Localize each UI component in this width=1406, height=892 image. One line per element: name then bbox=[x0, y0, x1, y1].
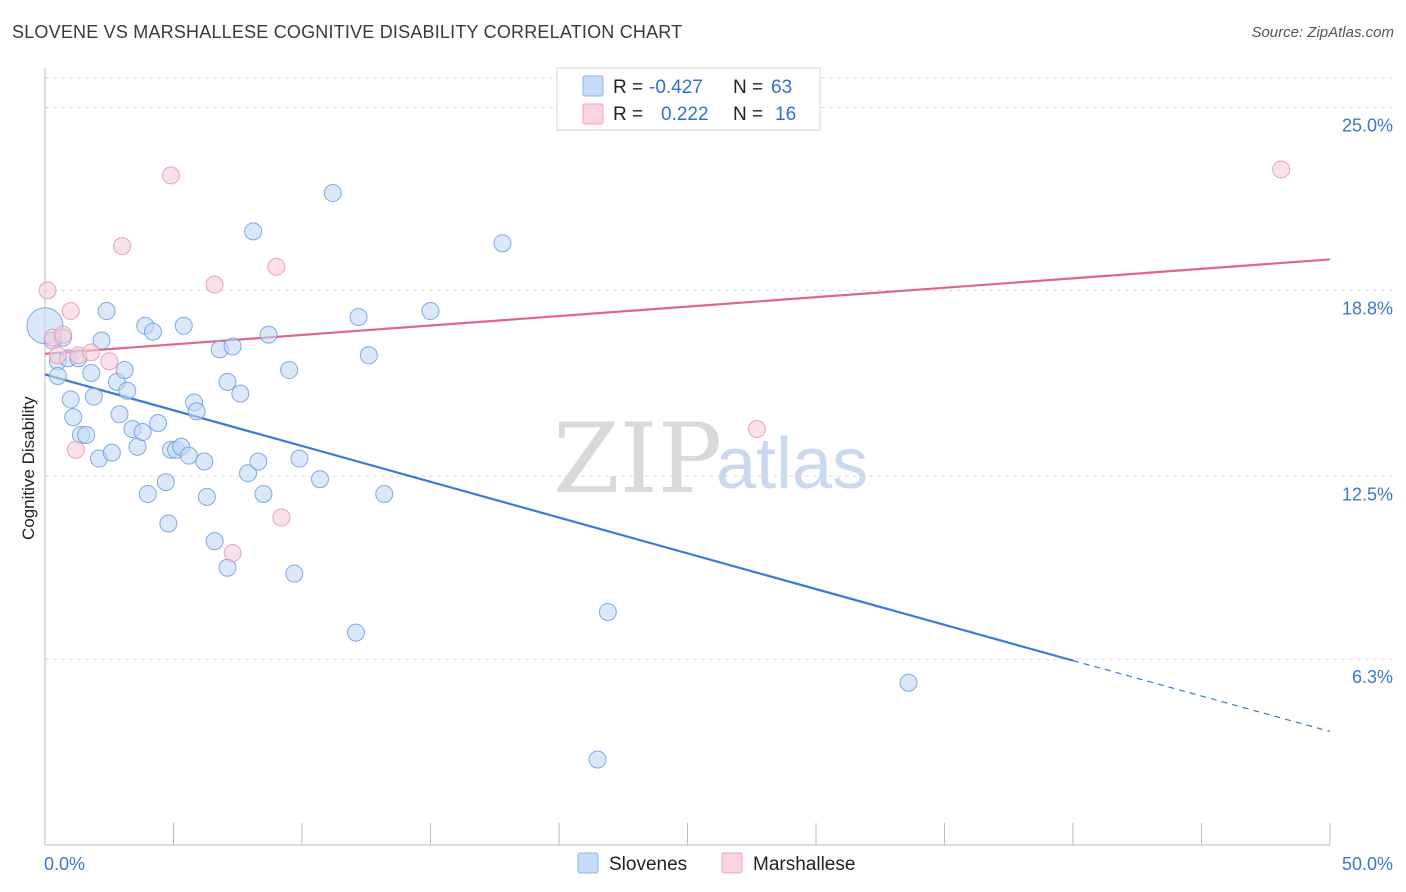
legend-r-label-0: R = bbox=[613, 77, 643, 98]
chart-title: SLOVENE VS MARSHALLESE COGNITIVE DISABIL… bbox=[12, 22, 683, 42]
slovene-point bbox=[349, 307, 368, 326]
watermark-atlas: atlas bbox=[716, 424, 868, 504]
bottom-legend-label-marshallese: Marshallese bbox=[753, 854, 855, 875]
y-tick-label: 18.8% bbox=[1342, 298, 1393, 318]
data-points bbox=[26, 160, 1291, 769]
slovene-point bbox=[133, 423, 152, 441]
slovene-point bbox=[218, 372, 237, 391]
slovene-point bbox=[102, 443, 121, 462]
slovene-point bbox=[231, 384, 250, 403]
slovene-point bbox=[77, 425, 96, 444]
legend-n-value-1: 16 bbox=[775, 104, 796, 125]
slovene-point bbox=[143, 322, 162, 341]
marshallese-point bbox=[161, 166, 180, 185]
marshallese-point bbox=[1272, 160, 1291, 179]
slovene-point bbox=[899, 673, 918, 692]
slovene-point bbox=[197, 487, 216, 506]
bottom-legend: Slovenes Marshallese bbox=[577, 852, 855, 875]
bottom-legend-swatch-slovenes bbox=[577, 852, 599, 874]
marshallese-point bbox=[82, 343, 101, 362]
slovene-point bbox=[205, 532, 224, 551]
slovene-point bbox=[179, 446, 198, 465]
slovene-point bbox=[48, 366, 67, 385]
legend-r-value-0: -0.427 bbox=[649, 77, 703, 98]
slovenes-trend-extension bbox=[1072, 660, 1331, 733]
slovene-point bbox=[359, 346, 378, 365]
slovene-point bbox=[84, 387, 103, 406]
marshallese-point bbox=[113, 237, 132, 256]
slovene-point bbox=[97, 302, 116, 321]
y-tick-label: 12.5% bbox=[1342, 484, 1393, 504]
slovene-point bbox=[64, 408, 83, 427]
slovene-point bbox=[187, 402, 206, 421]
slovene-point bbox=[254, 484, 273, 503]
y-tick-label: 25.0% bbox=[1342, 116, 1393, 136]
slovene-point bbox=[138, 484, 157, 503]
slovene-point bbox=[323, 184, 342, 203]
slovene-point bbox=[249, 452, 268, 471]
x-tick-label-max: 50.0% bbox=[1342, 854, 1393, 874]
marshallese-point bbox=[223, 543, 242, 562]
slovene-point bbox=[375, 484, 394, 503]
source-label: Source: ZipAtlas.com bbox=[1251, 24, 1394, 41]
slovene-point bbox=[115, 361, 134, 380]
bottom-legend-swatch-marshallese bbox=[721, 852, 743, 874]
slovene-point bbox=[290, 449, 309, 468]
slovene-point bbox=[280, 361, 299, 380]
legend-r-label-1: R = bbox=[613, 104, 643, 125]
slovene-point bbox=[421, 302, 440, 321]
legend-swatch-marshallese bbox=[582, 103, 604, 125]
marshallese-point bbox=[205, 275, 224, 294]
slovene-point bbox=[92, 331, 111, 350]
gridlines bbox=[45, 77, 1392, 660]
marshallese-point bbox=[66, 440, 85, 459]
marshallese-point bbox=[272, 508, 291, 527]
marshallese-point bbox=[38, 281, 57, 300]
y-axis-label: Cognitive Disability bbox=[19, 396, 38, 540]
slovene-point bbox=[149, 414, 168, 433]
marshallese-point bbox=[100, 352, 119, 371]
legend-n-label-1: N = bbox=[733, 104, 763, 125]
legend-n-label-0: N = bbox=[733, 77, 763, 98]
slovene-point bbox=[118, 381, 137, 400]
slovene-point bbox=[195, 452, 214, 471]
slovene-point bbox=[598, 602, 617, 621]
legend-r-value-1: 0.222 bbox=[661, 104, 709, 125]
slovene-point bbox=[156, 473, 175, 492]
slovene-point bbox=[110, 405, 129, 424]
slovene-point bbox=[82, 364, 101, 382]
marshallese-point bbox=[267, 257, 286, 276]
watermark-zip: ZIP bbox=[553, 403, 722, 515]
y-tick-label: 6.3% bbox=[1352, 667, 1393, 687]
slovene-point bbox=[259, 325, 278, 344]
trend-lines bbox=[44, 258, 1331, 733]
legend-swatch-slovenes bbox=[582, 75, 604, 97]
axes bbox=[44, 68, 1331, 846]
x-tick-label-min: 0.0% bbox=[44, 854, 85, 874]
marshallese-point bbox=[48, 346, 67, 365]
slovene-point bbox=[346, 623, 365, 642]
slovene-point bbox=[239, 464, 258, 483]
legend-box: R = -0.427 N = 63 R = 0.222 N = 16 bbox=[556, 67, 821, 131]
slovene-point bbox=[493, 234, 512, 253]
marshallese-trend-line bbox=[44, 258, 1331, 355]
slovene-point bbox=[244, 222, 263, 241]
slovene-point bbox=[159, 514, 178, 533]
slovene-point bbox=[310, 470, 329, 489]
marshallese-point bbox=[747, 420, 766, 439]
bottom-legend-label-slovenes: Slovenes bbox=[609, 854, 687, 875]
slovene-point bbox=[285, 564, 304, 583]
slovene-point bbox=[588, 750, 607, 769]
legend-n-value-0: 63 bbox=[771, 77, 792, 98]
slovenes-trend-line bbox=[44, 373, 1074, 662]
slovene-point bbox=[174, 316, 193, 335]
slovene-point bbox=[61, 390, 80, 409]
marshallese-point bbox=[53, 325, 72, 344]
slovene-point bbox=[223, 337, 242, 356]
tick-labels: 6.3% 12.5% 18.8% 25.0% 0.0% 50.0% bbox=[44, 116, 1393, 875]
marshallese-point bbox=[61, 302, 80, 321]
